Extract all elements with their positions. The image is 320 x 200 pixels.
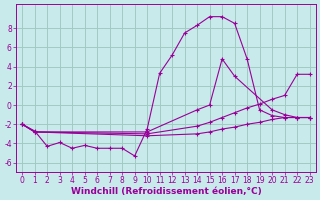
X-axis label: Windchill (Refroidissement éolien,°C): Windchill (Refroidissement éolien,°C)	[70, 187, 261, 196]
